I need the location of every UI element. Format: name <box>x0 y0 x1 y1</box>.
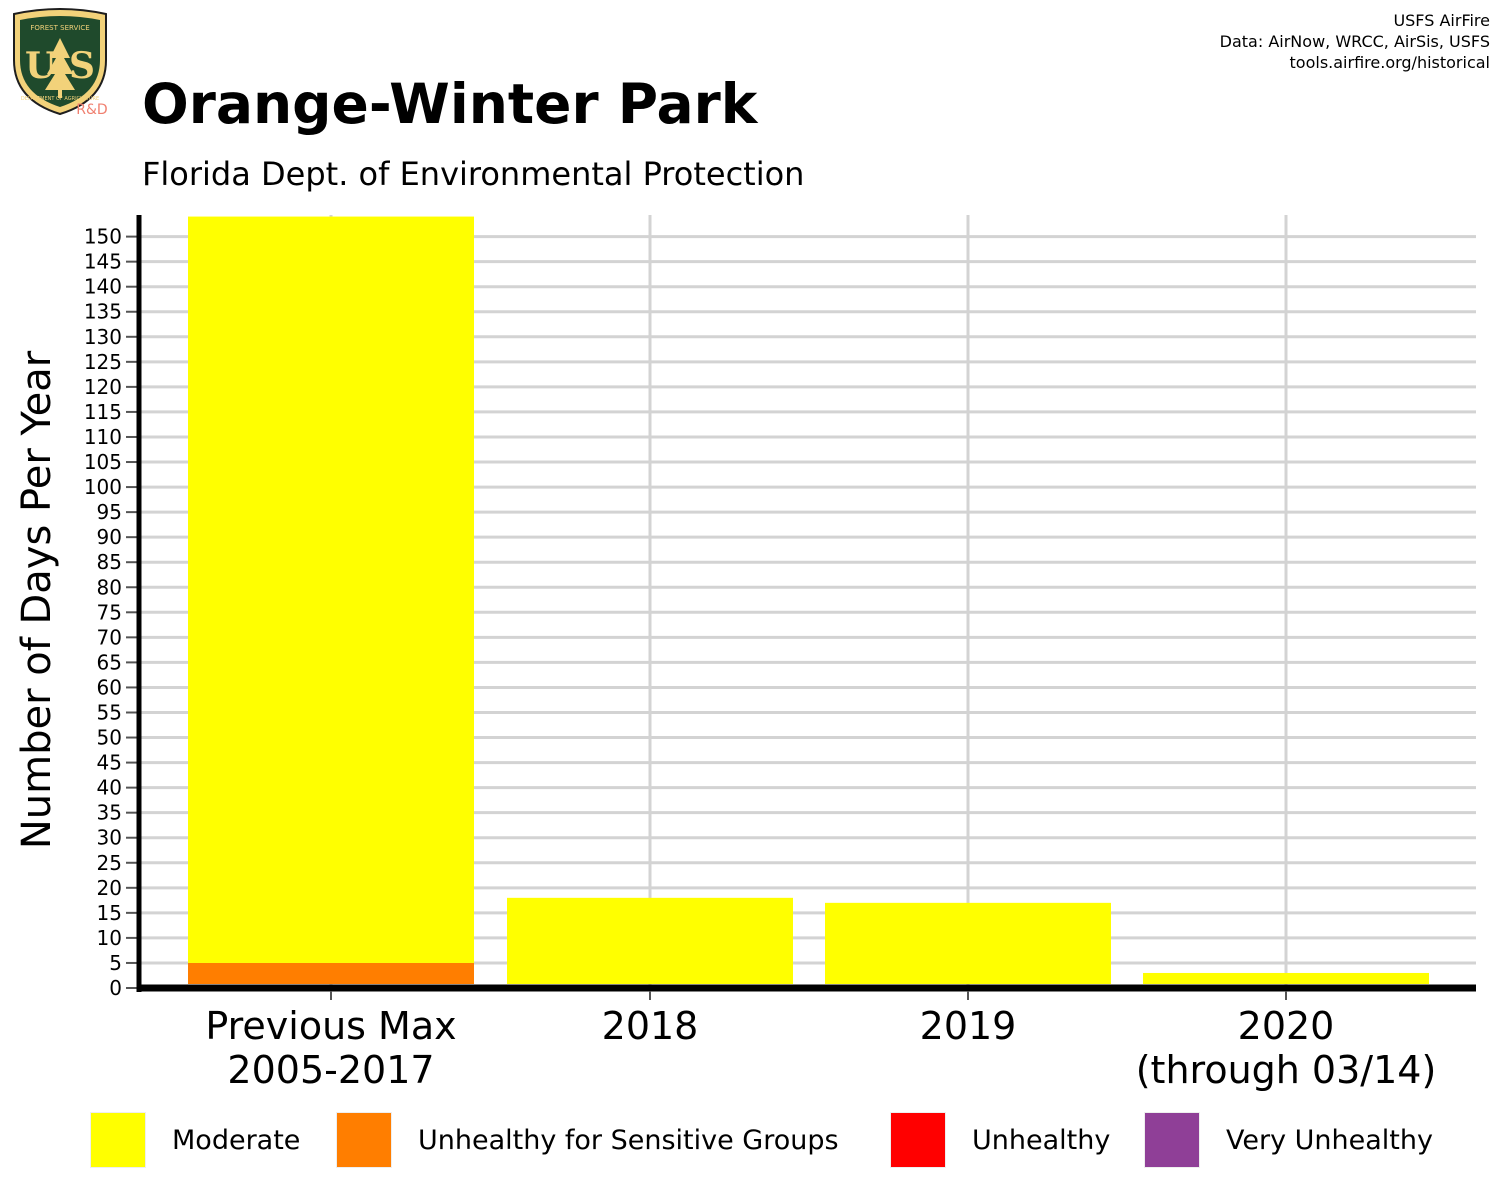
y-tick-label: 80 <box>97 575 122 599</box>
legend-item-very-unhealthy: Very Unhealthy <box>1144 1111 1433 1169</box>
y-tick-label: 130 <box>84 325 122 349</box>
x-tick-label: 2018 <box>602 1004 699 1048</box>
y-tick-label: 100 <box>84 475 122 499</box>
bar-segment <box>188 216 474 963</box>
y-tick-label: 105 <box>84 450 122 474</box>
y-tick-label: 140 <box>84 275 122 299</box>
y-tick-label: 55 <box>97 700 122 724</box>
x-tick-label: 2005-2017 <box>227 1048 434 1092</box>
y-tick-label: 20 <box>97 876 122 900</box>
y-axis-title: Number of Days Per Year <box>14 350 60 849</box>
logo-rd-tag: R&D <box>76 102 107 118</box>
legend-swatch-unhealthy <box>890 1112 946 1168</box>
y-tick-label: 120 <box>84 375 122 399</box>
logo-top-text: FOREST SERVICE <box>30 24 89 32</box>
y-tick-label: 30 <box>97 826 122 850</box>
y-tick-label: 5 <box>109 951 122 975</box>
legend-item-unhealthy: Unhealthy <box>890 1111 1110 1169</box>
y-tick-label: 0 <box>109 976 122 1000</box>
legend-item-moderate: Moderate <box>90 1111 300 1169</box>
logo-bottom-text: DEPARTMENT OF AGRICULTURE <box>21 96 99 102</box>
x-tick-label: 2020 <box>1238 1004 1335 1048</box>
legend-label-moderate: Moderate <box>172 1124 301 1156</box>
y-tick-label: 135 <box>84 300 122 324</box>
y-tick-label: 50 <box>97 726 122 750</box>
y-tick-label: 75 <box>97 600 122 624</box>
page-title: Orange-Winter Park <box>142 72 758 136</box>
credits-block: USFS AirFire Data: AirNow, WRCC, AirSis,… <box>1220 10 1490 73</box>
bar-segment <box>507 897 793 984</box>
tree-icon <box>45 38 75 90</box>
legend-item-usg: Unhealthy for Sensitive Groups <box>336 1111 839 1169</box>
y-tick-label: 95 <box>97 500 122 524</box>
y-tick-label: 65 <box>97 650 122 674</box>
y-tick-label: 40 <box>97 776 122 800</box>
y-tick-label: 25 <box>97 851 122 875</box>
legend-label-usg: Unhealthy for Sensitive Groups <box>418 1124 839 1156</box>
y-tick-label: 35 <box>97 801 122 825</box>
legend-swatch-very-unhealthy <box>1144 1112 1200 1168</box>
legend-label-very-unhealthy: Very Unhealthy <box>1226 1124 1433 1156</box>
y-tick-label: 110 <box>84 425 122 449</box>
bar-segment <box>825 902 1111 984</box>
y-tick-label: 70 <box>97 625 122 649</box>
bar-segment <box>1143 972 1429 984</box>
y-tick-label: 10 <box>97 926 122 950</box>
y-tick-label: 45 <box>97 751 122 775</box>
y-tick-label: 125 <box>84 350 122 374</box>
y-tick-label: 15 <box>97 901 122 925</box>
y-tick-label: 85 <box>97 550 122 574</box>
y-tick-label: 90 <box>97 525 122 549</box>
x-tick-label: (through 03/14) <box>1136 1048 1437 1092</box>
y-tick-label: 60 <box>97 675 122 699</box>
y-tick-label: 145 <box>84 250 122 274</box>
legend-swatch-usg <box>336 1112 392 1168</box>
credit-line-2: Data: AirNow, WRCC, AirSis, USFS <box>1219 32 1490 51</box>
forest-service-logo: FOREST SERVICE U S DEPARTMENT OF AGRICUL… <box>13 8 108 118</box>
x-tick-label: Previous Max <box>205 1004 456 1048</box>
page-subtitle: Florida Dept. of Environmental Protectio… <box>142 155 805 193</box>
credit-line-3: tools.airfire.org/historical <box>1289 53 1490 72</box>
bar-segment <box>188 962 474 984</box>
y-tick-label: 150 <box>84 225 122 249</box>
y-tick-label: 115 <box>84 400 122 424</box>
credit-line-1: USFS AirFire <box>1393 11 1490 30</box>
legend-label-unhealthy: Unhealthy <box>972 1124 1111 1156</box>
legend-swatch-moderate <box>90 1112 146 1168</box>
x-tick-label: 2019 <box>920 1004 1017 1048</box>
